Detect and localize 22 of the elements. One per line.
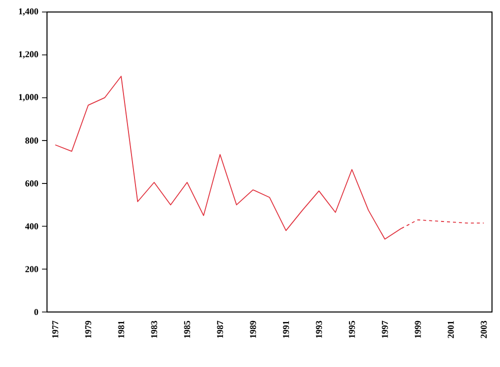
x-tick-label: 1977 [52, 320, 58, 338]
y-tick-label: 1,400 [19, 8, 38, 16]
y-tick-label: 800 [25, 138, 38, 144]
x-tick-label: 1999 [414, 320, 421, 338]
x-tick-label: 1993 [316, 320, 322, 338]
x-tick-label: 1995 [348, 320, 355, 338]
x-tick-label: 1991 [282, 320, 290, 338]
x-tick-label: 2003 [480, 320, 487, 338]
x-tick-label: 1997 [382, 320, 388, 338]
y-tick-label: 600 [25, 180, 38, 186]
y-tick-label: 200 [25, 266, 38, 272]
x-tick-label: 1979 [85, 320, 92, 338]
y-tick-label: 400 [25, 223, 38, 230]
x-tick-label: 1989 [250, 320, 256, 338]
y-tick-label: 1,000 [19, 94, 38, 102]
x-tick-label: 1987 [217, 320, 224, 338]
y-tick-label: 0 [34, 308, 38, 316]
x-tick-label: 1985 [184, 320, 190, 338]
x-tick-label: 1983 [151, 320, 158, 338]
y-tick-label: 1,200 [19, 51, 38, 59]
x-tick-label: 1981 [118, 320, 124, 338]
x-tick-label: 2001 [448, 320, 454, 338]
